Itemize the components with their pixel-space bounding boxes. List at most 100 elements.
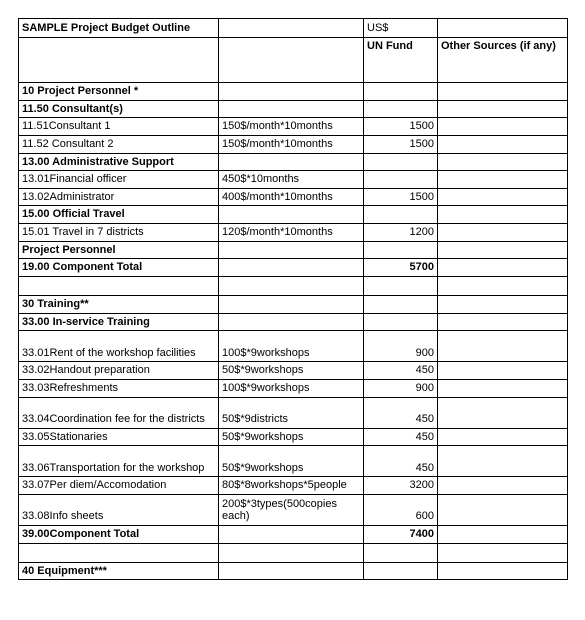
table-row: 15.01 Travel in 7 districts120$/month*10… <box>19 224 568 242</box>
cell-unfund: 5700 <box>364 259 438 277</box>
table-title: SAMPLE Project Budget Outline <box>19 19 219 38</box>
cell-calc <box>219 83 364 101</box>
cell-calc: 150$/month*10months <box>219 135 364 153</box>
cell-description: 33.01Rent of the workshop facilities <box>19 331 219 362</box>
cell-description: 33.08Info sheets <box>19 494 219 525</box>
cell-other <box>438 224 568 242</box>
cell-unfund <box>364 313 438 331</box>
table-row: 13.02Administrator400$/month*10months150… <box>19 188 568 206</box>
cell-unfund <box>364 206 438 224</box>
cell-calc: 50$*9workshops <box>219 428 364 446</box>
cell-unfund: 7400 <box>364 525 438 543</box>
cell-description: 15.01 Travel in 7 districts <box>19 224 219 242</box>
cell-blank <box>19 277 219 296</box>
cell-other <box>438 313 568 331</box>
cell-description: 19.00 Component Total <box>19 259 219 277</box>
cell-calc <box>219 313 364 331</box>
cell-other <box>438 562 568 580</box>
cell-blank <box>219 543 364 562</box>
header-blank <box>219 38 364 83</box>
cell-calc <box>219 206 364 224</box>
table-row: 11.52 Consultant 2150$/month*10months150… <box>19 135 568 153</box>
header-blank <box>438 19 568 38</box>
cell-description: Project Personnel <box>19 241 219 259</box>
cell-description: 11.52 Consultant 2 <box>19 135 219 153</box>
cell-other <box>438 83 568 101</box>
cell-description: 33.06Transportation for the workshop <box>19 446 219 477</box>
cell-description: 13.01Financial officer <box>19 171 219 189</box>
cell-unfund: 450 <box>364 362 438 380</box>
cell-calc <box>219 259 364 277</box>
cell-calc <box>219 153 364 171</box>
cell-description: 11.51Consultant 1 <box>19 118 219 136</box>
cell-description: 33.05Stationaries <box>19 428 219 446</box>
cell-unfund <box>364 83 438 101</box>
cell-blank <box>364 277 438 296</box>
table-row <box>19 277 568 296</box>
table-row <box>19 543 568 562</box>
col-un-fund: UN Fund <box>364 38 438 83</box>
header-blank <box>219 19 364 38</box>
cell-calc: 50$*9workshops <box>219 362 364 380</box>
cell-other <box>438 100 568 118</box>
cell-unfund: 1500 <box>364 188 438 206</box>
cell-other <box>438 446 568 477</box>
cell-other <box>438 296 568 314</box>
table-row: 39.00Component Total7400 <box>19 525 568 543</box>
cell-other <box>438 135 568 153</box>
table-row: 19.00 Component Total 5700 <box>19 259 568 277</box>
table-row: 11.50 Consultant(s) <box>19 100 568 118</box>
header-row-2: UN Fund Other Sources (if any) <box>19 38 568 83</box>
cell-description: 33.02Handout preparation <box>19 362 219 380</box>
budget-table: SAMPLE Project Budget Outline US$ UN Fun… <box>18 18 568 580</box>
cell-unfund: 450 <box>364 428 438 446</box>
cell-description: 30 Training** <box>19 296 219 314</box>
cell-description: 40 Equipment*** <box>19 562 219 580</box>
table-row: 33.04Coordination fee for the districts5… <box>19 397 568 428</box>
cell-description: 33.00 In-service Training <box>19 313 219 331</box>
cell-unfund <box>364 100 438 118</box>
cell-other <box>438 494 568 525</box>
cell-blank <box>19 543 219 562</box>
table-row: 33.02Handout preparation50$*9workshops45… <box>19 362 568 380</box>
cell-unfund: 900 <box>364 379 438 397</box>
cell-calc: 450$*10months <box>219 171 364 189</box>
cell-blank <box>438 277 568 296</box>
table-row: 33.00 In-service Training <box>19 313 568 331</box>
cell-calc: 50$*9workshops <box>219 446 364 477</box>
cell-other <box>438 171 568 189</box>
table-row: 33.08Info sheets200$*3types(500copies ea… <box>19 494 568 525</box>
cell-calc <box>219 241 364 259</box>
cell-description: 33.03Refreshments <box>19 379 219 397</box>
table-row: 30 Training** <box>19 296 568 314</box>
cell-calc: 200$*3types(500copies each) <box>219 494 364 525</box>
cell-other <box>438 397 568 428</box>
table-row: 10 Project Personnel * <box>19 83 568 101</box>
cell-unfund: 450 <box>364 397 438 428</box>
currency-label: US$ <box>364 19 438 38</box>
header-blank <box>19 38 219 83</box>
cell-description: 10 Project Personnel * <box>19 83 219 101</box>
table-row: 33.06Transportation for the workshop50$*… <box>19 446 568 477</box>
cell-blank <box>438 543 568 562</box>
cell-description: 11.50 Consultant(s) <box>19 100 219 118</box>
cell-description: 13.02Administrator <box>19 188 219 206</box>
cell-other <box>438 259 568 277</box>
cell-other <box>438 525 568 543</box>
cell-other <box>438 153 568 171</box>
cell-calc <box>219 525 364 543</box>
cell-calc <box>219 100 364 118</box>
table-row: 40 Equipment*** <box>19 562 568 580</box>
cell-description: 13.00 Administrative Support <box>19 153 219 171</box>
cell-unfund <box>364 171 438 189</box>
table-row: Project Personnel <box>19 241 568 259</box>
header-row-1: SAMPLE Project Budget Outline US$ <box>19 19 568 38</box>
cell-other <box>438 241 568 259</box>
table-row: 13.01Financial officer450$*10months <box>19 171 568 189</box>
cell-calc: 80$*8workshops*5people <box>219 477 364 495</box>
cell-unfund <box>364 241 438 259</box>
cell-unfund <box>364 296 438 314</box>
cell-unfund: 3200 <box>364 477 438 495</box>
cell-calc: 50$*9districts <box>219 397 364 428</box>
cell-blank <box>219 277 364 296</box>
